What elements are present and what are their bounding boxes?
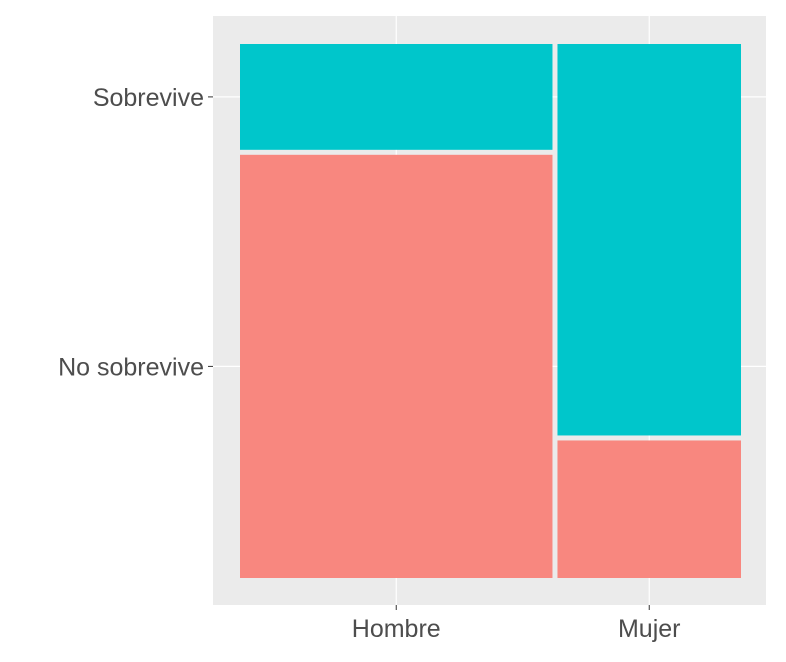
x-tick-label: Mujer xyxy=(618,615,681,643)
tile-hombre-sobrevive xyxy=(240,44,553,150)
x-tick-label: Hombre xyxy=(352,615,441,643)
tile-mujer-sobrevive xyxy=(557,44,741,436)
tile-hombre-no-sobrevive xyxy=(240,154,553,579)
y-tick-label: No sobrevive xyxy=(58,353,204,381)
tile-mujer-no-sobrevive xyxy=(557,440,741,578)
y-tick-label: Sobrevive xyxy=(93,84,204,112)
